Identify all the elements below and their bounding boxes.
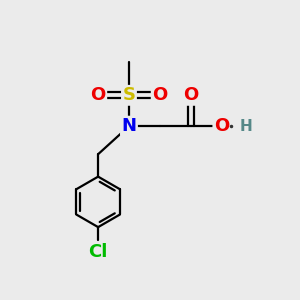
Text: Cl: Cl (88, 243, 108, 261)
Text: O: O (152, 86, 167, 104)
Text: O: O (183, 86, 198, 104)
Text: O: O (91, 86, 106, 104)
Text: N: N (122, 117, 136, 135)
Text: S: S (122, 86, 136, 104)
Text: O: O (214, 117, 229, 135)
Text: H: H (240, 119, 253, 134)
